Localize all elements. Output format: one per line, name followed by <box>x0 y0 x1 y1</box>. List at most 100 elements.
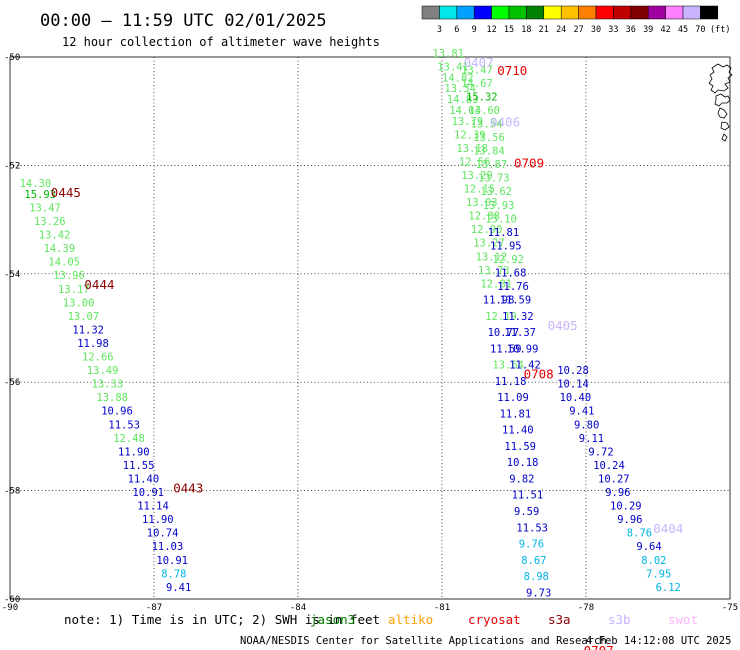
x-tick-label: -90 <box>2 603 18 613</box>
wave-height-value: 10.96 <box>101 406 133 418</box>
colorbar-label: 45 <box>678 25 688 35</box>
wave-height-value: 11.68 <box>495 268 527 280</box>
wave-height-value: 15.93 <box>24 189 56 201</box>
wave-height-value: 6.12 <box>656 582 681 594</box>
wave-height-value: 11.14 <box>137 501 169 513</box>
wave-height-value: 13.12 <box>476 251 508 263</box>
wave-height-value: 8.02 <box>641 555 666 567</box>
footer-note: note: 1) Time is in UTC; 2) SWH is in fe… <box>64 612 380 627</box>
wave-height-value: 13.73 <box>478 265 510 277</box>
wave-height-value: 13.47 <box>461 64 493 76</box>
wave-height-value: 12.92 <box>492 254 524 266</box>
wave-height-value: 9.59 <box>514 506 539 518</box>
colorbar-swatch <box>473 5 492 20</box>
colorbar-label: 12 <box>486 25 496 35</box>
satellite-legend-item: swot <box>668 612 698 627</box>
y-tick-label: -54 <box>4 270 20 280</box>
wave-height-value: 8.98 <box>524 571 549 583</box>
wave-height-value: 15.32 <box>466 91 498 103</box>
colorbar-label: 24 <box>556 25 566 35</box>
wave-height-value: 12.66 <box>82 352 114 364</box>
axis-ticks: -90 -87 -84 -81 -78 -75 -50 -52 -54 -56 -58 -60 <box>2 53 738 613</box>
colorbar-label: 42 <box>660 25 670 35</box>
wave-height-value: 12.88 <box>468 211 500 223</box>
wave-height-value: 13.81 <box>432 48 464 60</box>
wave-height-value: 8.67 <box>521 555 546 567</box>
colorbar-swatch <box>456 5 475 20</box>
wave-height-value: 11.98 <box>77 338 109 350</box>
y-tick-label: -60 <box>4 595 20 605</box>
colorbar-label: 21 <box>539 25 549 35</box>
chart-subtitle: 12 hour collection of altimeter wave hei… <box>62 35 380 49</box>
wave-height-value: 12.90 <box>471 224 503 236</box>
wave-height-value: 13.93 <box>483 200 515 212</box>
wave-height-value: 13.26 <box>34 216 66 228</box>
wave-height-value: 10.27 <box>598 473 630 485</box>
wave-height-value: 11.09 <box>497 392 529 404</box>
coastline-shape <box>717 107 730 142</box>
colorbar-label: 27 <box>573 25 583 35</box>
wave-height-value: 13.33 <box>92 379 124 391</box>
wave-height-value: 13.03 <box>466 197 498 209</box>
colorbar-swatch <box>595 5 614 20</box>
colorbar-label: 6 <box>454 25 459 35</box>
wave-height-value: 13.10 <box>485 213 517 225</box>
wave-height-value: 11.81 <box>488 227 520 239</box>
pass-time-label: 0444 <box>84 277 114 292</box>
wave-height-value: 13.47 <box>29 202 61 214</box>
wave-height-value: 13.73 <box>478 173 510 185</box>
wave-height-value: 11.76 <box>497 281 529 293</box>
wave-height-value: 9.64 <box>636 541 661 553</box>
wave-height-value: 13.88 <box>96 392 128 404</box>
wave-height-value: 13.34 <box>444 83 476 95</box>
wave-height-value: 12.19 <box>485 311 517 323</box>
wave-height-value: 11.32 <box>72 324 104 336</box>
wave-height-value: 10.40 <box>560 392 592 404</box>
grid <box>10 57 730 599</box>
satellite-legend-item: s3a <box>548 612 571 627</box>
x-tick-label: -87 <box>146 603 162 613</box>
wave-height-value: 13.54 <box>471 118 503 130</box>
wave-height-value: 11.90 <box>118 446 150 458</box>
colorbar-swatch <box>508 5 527 20</box>
wave-height-value: 11.55 <box>123 460 155 472</box>
wave-height-value: 7.95 <box>646 568 671 580</box>
wave-height-value: 9.73 <box>526 587 551 599</box>
colorbar: 3 6 9 12 15 18 21 24 27 30 33 36 39 42 45 70 <box>421 5 719 35</box>
wave-height-value: 11.40 <box>128 473 160 485</box>
satellite-legend-item: s3b <box>608 612 631 627</box>
colorbar-swatch <box>700 5 719 20</box>
wave-height-value: 11.42 <box>509 360 541 372</box>
wave-height-value: 10.29 <box>610 501 642 513</box>
wave-height-value: 11.18 <box>495 376 527 388</box>
colorbar-label: 30 <box>591 25 601 35</box>
x-tick-label: -75 <box>722 603 738 613</box>
colorbar-label: 33 <box>608 25 618 35</box>
wave-height-value: 12.56 <box>459 156 491 168</box>
observations: 14.3015.9313.4713.2613.4214.3914.0513.96… <box>20 48 681 599</box>
wave-height-value: 11.98 <box>483 295 515 307</box>
wave-height-value: 12.39 <box>454 129 486 141</box>
wave-height-value: 13.64 <box>492 360 524 372</box>
colorbar-unit: (ft) <box>710 25 730 35</box>
wave-height-value: 13.96 <box>53 270 85 282</box>
wave-height-value: 11.90 <box>142 514 174 526</box>
wave-height-value: 9.76 <box>519 539 544 551</box>
colorbar-swatch <box>613 5 632 20</box>
wave-height-value: 9.96 <box>617 514 642 526</box>
wave-height-value: 10.28 <box>557 365 589 377</box>
wave-height-value: 13.42 <box>39 230 71 242</box>
wave-height-value: 9.11 <box>579 433 604 445</box>
wave-height-value: 13.62 <box>480 186 512 198</box>
plot-frame <box>9 56 731 600</box>
pass-time-label: 0407 <box>464 55 494 70</box>
colorbar-swatch <box>560 5 579 20</box>
colorbar-label: 9 <box>472 25 477 35</box>
satellite-legend: jason3 altiko cryosat s3a s3b swot <box>310 612 698 627</box>
wave-height-value: 14.82 <box>442 72 474 84</box>
wave-height-value: 10.14 <box>557 379 589 391</box>
wave-height-value: 10.77 <box>488 327 520 339</box>
